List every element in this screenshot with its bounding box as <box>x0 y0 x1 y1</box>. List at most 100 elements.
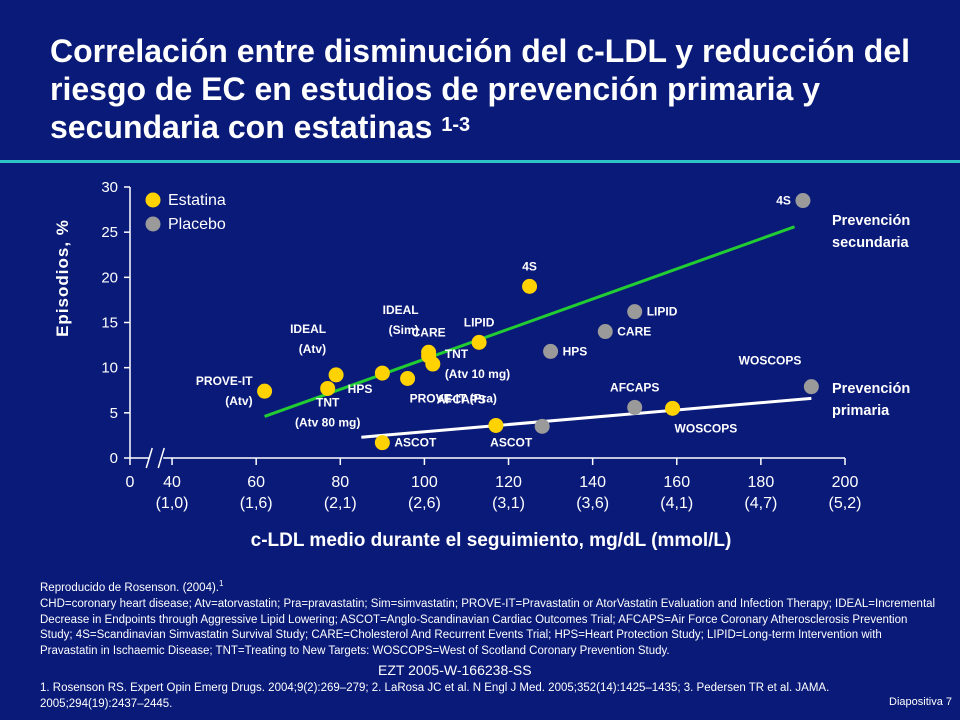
x-tick-sublabel: (3,1) <box>492 495 525 512</box>
data-point <box>421 344 437 360</box>
point-label: CARE <box>617 325 651 339</box>
title-superscript: 1-3 <box>441 114 471 136</box>
data-point <box>374 365 390 381</box>
x-axis-label: c-LDL medio durante el seguimiento, mg/d… <box>251 530 732 551</box>
data-point <box>257 383 273 399</box>
data-point <box>374 435 390 451</box>
x-tick-label: 40 <box>163 474 181 491</box>
x-tick-label: 0 <box>126 474 135 491</box>
axis-break-mark <box>157 447 165 469</box>
title-divider <box>0 160 960 163</box>
x-tick-sublabel: (4,7) <box>744 495 777 512</box>
y-tick-label: 30 <box>101 179 118 196</box>
x-tick-label: 80 <box>331 474 349 491</box>
data-point <box>425 356 441 372</box>
chart-axes: 0 5 10 15 20 25 30 0 40 (1,0) 60 (1,6) 80 (2,1) 100 (2,… <box>101 179 861 512</box>
point-label: (Atv) <box>225 394 252 408</box>
point-label: (Atv 10 mg) <box>445 367 510 381</box>
point-label: HPS <box>348 382 373 396</box>
x-tick-label: 100 <box>411 474 438 491</box>
reproduced-sup: 1 <box>219 579 224 588</box>
abbreviations: CHD=coronary heart disease; Atv=atorvast… <box>40 598 936 657</box>
x-tick-sublabel: (1,0) <box>156 495 189 512</box>
data-point <box>320 380 336 396</box>
y-tick-label: 10 <box>101 360 118 377</box>
x-tick-label: 180 <box>748 474 775 491</box>
data-point <box>534 418 550 434</box>
point-label: AFCAPS <box>437 392 486 406</box>
point-label: LIPID <box>647 305 678 319</box>
data-point <box>400 371 416 387</box>
data-points <box>257 193 819 451</box>
legend-label: Estatina <box>168 192 226 209</box>
x-tick-sublabel: (2,1) <box>324 495 357 512</box>
trend-line-label: secundaria <box>832 235 909 251</box>
data-point <box>803 379 819 395</box>
point-label: (Sim) <box>389 323 419 337</box>
y-axis-label: Episodios, % <box>53 219 72 337</box>
legend-marker <box>145 192 161 208</box>
trend-line-label: Prevención <box>832 381 910 397</box>
data-point <box>522 278 538 294</box>
point-label: 4S <box>776 194 791 208</box>
point-label: TNT <box>445 347 469 361</box>
data-point <box>665 400 681 416</box>
data-point <box>328 367 344 383</box>
data-point <box>795 193 811 209</box>
point-label: CARE <box>412 325 446 339</box>
x-tick-sublabel: (3,6) <box>576 495 609 512</box>
trend-line-label: Prevención <box>832 213 910 229</box>
data-point <box>627 304 643 320</box>
trend-line-label: primaria <box>832 403 890 419</box>
data-point <box>488 417 504 433</box>
x-tick-label: 160 <box>663 474 690 491</box>
point-label: TNT <box>316 395 340 409</box>
data-point <box>471 334 487 350</box>
references: 1. Rosenson RS. Expert Opin Emerg Drugs.… <box>40 682 830 710</box>
scatter-chart: 0 5 10 15 20 25 30 0 40 (1,0) 60 (1,6) 80 (2,1) 100 (2,… <box>53 179 910 551</box>
legend-marker <box>145 216 161 232</box>
legend-label: Placebo <box>168 216 226 233</box>
point-label: WOSCOPS <box>739 354 802 368</box>
trend-lines: Prevención secundaria Prevención primaria <box>264 213 910 439</box>
trend-line <box>361 396 812 439</box>
y-tick-label: 20 <box>101 269 118 286</box>
point-label: (Atv 80 mg) <box>295 415 360 429</box>
axis-break-mark <box>145 447 153 469</box>
x-tick-label: 120 <box>495 474 522 491</box>
y-tick-label: 5 <box>110 405 118 422</box>
y-tick-label: 0 <box>110 450 118 467</box>
point-label: LIPID <box>464 315 495 329</box>
x-tick-sublabel: (2,6) <box>408 495 441 512</box>
title-text: Correlación entre disminución del c-LDL … <box>50 33 911 145</box>
document-code: EZT 2005-W-166238-SS <box>378 662 532 678</box>
point-label: ASCOT <box>490 435 533 449</box>
slide-number: Diapositiva 7 <box>889 696 952 708</box>
y-tick-label: 25 <box>101 224 118 241</box>
x-tick-label: 140 <box>579 474 606 491</box>
point-labels: PROVE-IT (Atv) IDEAL (Atv) TNT (Atv 80 mg) HPS… <box>196 194 801 450</box>
x-tick-sublabel: (4,1) <box>660 495 693 512</box>
reproduced-note: Reproducido de Rosenson. (2004).1 <box>40 579 224 594</box>
data-point <box>597 324 613 340</box>
point-label: IDEAL <box>290 322 326 336</box>
x-tick-sublabel: (5,2) <box>829 495 862 512</box>
point-label: ASCOT <box>394 436 437 450</box>
page-title: Correlación entre disminución del c-LDL … <box>50 32 950 146</box>
trend-line <box>264 225 796 418</box>
chart-legend: Estatina Placebo <box>145 192 226 233</box>
point-label: WOSCOPS <box>675 421 738 435</box>
x-tick-label: 200 <box>832 474 859 491</box>
x-tick-sublabel: (1,6) <box>240 495 273 512</box>
point-label: IDEAL <box>383 303 419 317</box>
point-label: (Atv) <box>299 342 326 356</box>
axis-break-gap <box>149 455 164 461</box>
y-tick-label: 15 <box>101 315 118 332</box>
point-label: 4S <box>522 259 537 273</box>
x-tick-label: 60 <box>247 474 265 491</box>
data-point <box>627 399 643 415</box>
point-label: HPS <box>563 344 588 358</box>
data-point <box>543 343 559 359</box>
point-label: PROVE-IT <box>196 374 253 388</box>
point-label: AFCAPS <box>610 380 659 394</box>
